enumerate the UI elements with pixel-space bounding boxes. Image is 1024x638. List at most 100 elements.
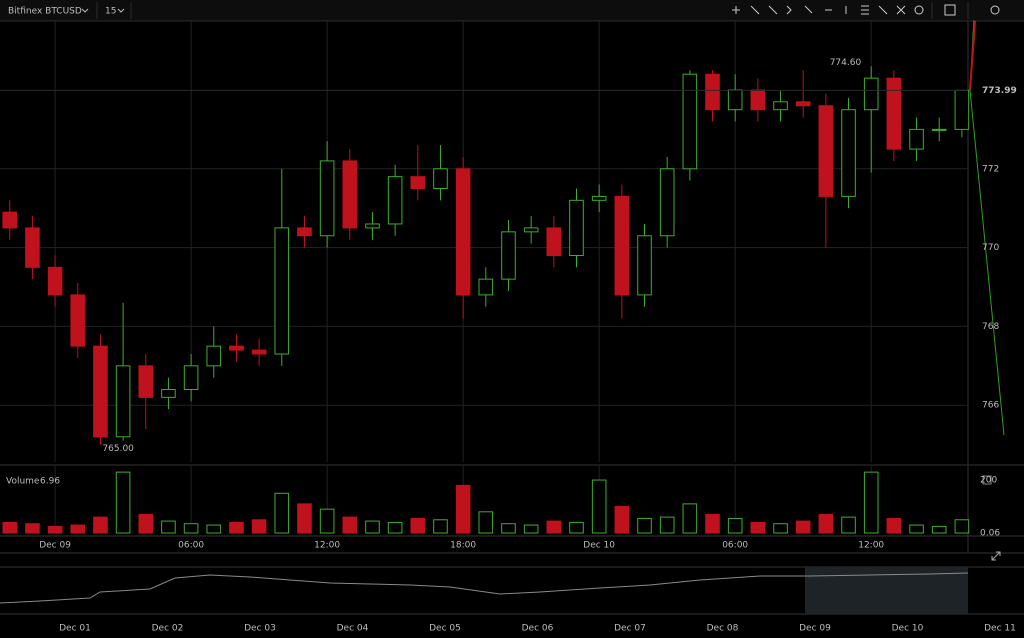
candle-body	[705, 73, 720, 111]
volume-bar	[863, 471, 879, 534]
volume-bar	[637, 517, 652, 534]
volume-bar	[569, 521, 584, 534]
candle-body	[863, 77, 879, 111]
volume-bar	[183, 523, 199, 534]
candle-body	[841, 109, 856, 197]
volume-bar	[274, 492, 290, 534]
candle-body	[93, 345, 108, 438]
navigator-label: Dec 03	[244, 624, 276, 634]
x-tick-label: 06:00	[178, 541, 204, 551]
candle-body	[70, 294, 86, 347]
fib-tool[interactable]	[861, 5, 869, 15]
volume-bar	[773, 523, 788, 534]
candle-body	[931, 128, 947, 131]
candle-body	[659, 168, 675, 237]
volume-bar	[319, 508, 335, 534]
x-tick-label: 12:00	[858, 541, 884, 551]
candle-body	[319, 160, 335, 237]
volume-bar	[682, 503, 698, 534]
volume-bar	[138, 513, 154, 534]
y-tick-label: 768	[982, 322, 999, 332]
volume-bar	[909, 524, 924, 534]
candle-body	[115, 365, 131, 438]
volume-bar	[2, 521, 18, 534]
volume-bar	[546, 520, 562, 534]
candle-body	[909, 128, 924, 150]
arrow-tool[interactable]	[786, 5, 792, 15]
candle-body	[410, 176, 426, 189]
volume-bar	[886, 517, 902, 534]
candle-body	[365, 223, 380, 229]
candle-body	[501, 231, 516, 280]
line-tool[interactable]	[750, 5, 760, 15]
navigator-label: Dec 07	[614, 624, 646, 634]
navigator-label: Dec 01	[59, 624, 91, 634]
last-price-label: 773.99	[982, 86, 1017, 96]
candle-body	[682, 73, 698, 170]
volume-bar	[70, 524, 86, 534]
interval-select[interactable]: 15	[105, 7, 116, 17]
gann-tool[interactable]	[896, 5, 906, 15]
navigator-label: Dec 09	[799, 624, 831, 634]
volume-bar	[161, 520, 176, 534]
candle-body	[523, 227, 539, 233]
price-annotation: 765.00	[102, 444, 134, 454]
volume-bar	[47, 525, 63, 534]
volume-bar	[229, 521, 244, 534]
navigator-label: Dec 02	[152, 624, 184, 634]
candle-body	[614, 195, 630, 296]
volume-bar	[614, 506, 630, 534]
ray-tool[interactable]	[768, 5, 778, 15]
y-tick-label: 766	[982, 401, 999, 411]
candle-body	[297, 227, 312, 237]
candle-body	[183, 365, 199, 390]
volume-bar	[931, 525, 947, 534]
volume-bar	[342, 516, 358, 534]
y-tick-label: 770	[982, 243, 999, 253]
candle-body	[138, 365, 154, 398]
screenshot-button[interactable]	[944, 4, 956, 16]
expand-button[interactable]	[991, 551, 1001, 561]
dropdown-arrow	[81, 8, 89, 13]
depth-curve-ask	[969, 20, 976, 91]
volume-bar	[750, 521, 766, 534]
candle-body	[274, 227, 290, 355]
volume-tick-label: 200	[980, 476, 997, 486]
volume-bar	[297, 503, 312, 534]
navigator-label: Dec 06	[522, 624, 554, 634]
volume-bar	[954, 519, 970, 534]
volume-bar	[206, 524, 222, 534]
price-annotation: 774.60	[830, 58, 862, 68]
crosshair-tool[interactable]	[732, 6, 740, 14]
candle-body	[342, 160, 358, 229]
volume-bar	[115, 471, 131, 534]
candle-body	[229, 345, 244, 351]
navigator-label: Dec 05	[429, 624, 461, 634]
candle-body	[387, 176, 403, 225]
volume-bar	[841, 516, 856, 534]
candle-body	[954, 89, 970, 130]
ellipse-tool[interactable]	[914, 5, 924, 15]
volume-bar	[478, 511, 494, 534]
candle-body	[818, 105, 834, 197]
toolbar	[0, 0, 1024, 21]
candle-body	[433, 168, 448, 189]
extended-line-tool[interactable]	[804, 5, 813, 14]
candle-body	[727, 89, 743, 111]
candle-body	[2, 211, 18, 229]
volume-bar	[523, 524, 539, 534]
pitchfork-tool[interactable]	[878, 5, 888, 15]
volume-bar	[795, 520, 811, 534]
volume-bar	[93, 516, 108, 534]
candle-body	[25, 227, 40, 268]
close-volume-button[interactable]	[982, 475, 992, 485]
candle-body	[637, 235, 652, 296]
navigator-label: Dec 11	[984, 624, 1016, 634]
volume-bar	[818, 513, 834, 534]
navigator-label: Dec 10	[892, 624, 924, 634]
navigator-label: Dec 08	[707, 624, 739, 634]
candle-body	[47, 266, 63, 296]
settings-button[interactable]	[990, 5, 1000, 15]
symbol-select[interactable]: Bitfinex BTCUSD	[8, 7, 82, 17]
volume-bar	[387, 521, 403, 534]
